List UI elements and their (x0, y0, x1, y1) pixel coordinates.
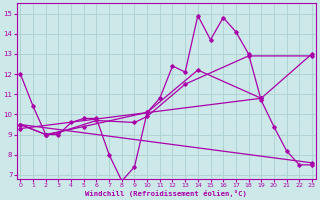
X-axis label: Windchill (Refroidissement éolien,°C): Windchill (Refroidissement éolien,°C) (85, 190, 247, 197)
